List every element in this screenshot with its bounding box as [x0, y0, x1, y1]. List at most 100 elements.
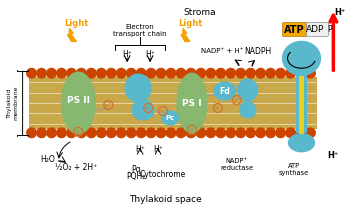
Circle shape	[276, 68, 285, 78]
Circle shape	[106, 68, 116, 78]
Text: e⁻: e⁻	[75, 130, 82, 135]
Ellipse shape	[125, 74, 151, 102]
Circle shape	[226, 128, 236, 138]
Text: NADP⁺
reductase: NADP⁺ reductase	[220, 158, 253, 171]
Ellipse shape	[238, 79, 258, 101]
Text: Light: Light	[178, 18, 202, 28]
Circle shape	[216, 68, 226, 78]
Circle shape	[27, 68, 36, 78]
Circle shape	[196, 68, 206, 78]
Text: H⁺: H⁺	[135, 145, 145, 154]
Polygon shape	[181, 29, 190, 41]
Circle shape	[246, 68, 256, 78]
Circle shape	[126, 68, 136, 78]
Text: Thylakoid space: Thylakoid space	[129, 195, 201, 204]
Polygon shape	[68, 29, 76, 41]
Circle shape	[77, 68, 86, 78]
Circle shape	[136, 128, 146, 138]
Text: Cytochrome: Cytochrome	[140, 170, 186, 179]
Text: ½O₂ + 2H⁺: ½O₂ + 2H⁺	[55, 163, 98, 172]
Text: PS II: PS II	[67, 96, 90, 105]
Text: ATP
synthase: ATP synthase	[278, 163, 309, 176]
Circle shape	[57, 128, 66, 138]
Bar	[299, 76, 304, 134]
Text: Stroma: Stroma	[184, 8, 216, 17]
Circle shape	[226, 68, 236, 78]
Ellipse shape	[288, 134, 314, 152]
Circle shape	[196, 128, 206, 138]
Text: PS I: PS I	[182, 98, 202, 108]
Circle shape	[77, 128, 86, 138]
Circle shape	[166, 128, 176, 138]
Ellipse shape	[162, 111, 178, 125]
Text: H⁺: H⁺	[145, 50, 155, 59]
Text: Thylakoid
membrane: Thylakoid membrane	[7, 86, 18, 120]
Circle shape	[66, 128, 76, 138]
Circle shape	[156, 68, 166, 78]
Circle shape	[66, 68, 76, 78]
Text: e⁻: e⁻	[233, 98, 240, 103]
Text: e⁻: e⁻	[188, 128, 196, 133]
Circle shape	[97, 68, 106, 78]
Circle shape	[306, 68, 315, 78]
Circle shape	[126, 128, 136, 138]
Circle shape	[97, 128, 106, 138]
Text: Pᴵ: Pᴵ	[327, 25, 334, 34]
Circle shape	[186, 68, 196, 78]
Circle shape	[86, 128, 96, 138]
Circle shape	[47, 128, 56, 138]
Text: Fd: Fd	[219, 87, 230, 96]
Ellipse shape	[240, 102, 256, 118]
Circle shape	[206, 128, 216, 138]
FancyBboxPatch shape	[282, 22, 307, 37]
Ellipse shape	[282, 41, 320, 75]
Circle shape	[117, 68, 126, 78]
Circle shape	[236, 68, 245, 78]
Circle shape	[236, 128, 245, 138]
Circle shape	[37, 68, 46, 78]
Circle shape	[136, 68, 146, 78]
Circle shape	[146, 128, 156, 138]
Circle shape	[156, 128, 166, 138]
Text: ATP: ATP	[284, 25, 305, 34]
Text: ADP: ADP	[306, 25, 325, 34]
Circle shape	[206, 68, 216, 78]
Circle shape	[296, 68, 305, 78]
Circle shape	[246, 128, 256, 138]
Circle shape	[117, 128, 126, 138]
Circle shape	[286, 128, 295, 138]
Circle shape	[176, 128, 186, 138]
Text: H⁺: H⁺	[153, 145, 163, 154]
Circle shape	[266, 68, 275, 78]
Text: H⁺: H⁺	[335, 8, 346, 17]
Circle shape	[276, 128, 285, 138]
Text: H⁺: H⁺	[328, 151, 339, 160]
Bar	[295, 73, 307, 133]
Circle shape	[47, 68, 56, 78]
Circle shape	[306, 128, 315, 138]
Circle shape	[27, 128, 36, 138]
Circle shape	[296, 128, 305, 138]
Circle shape	[266, 128, 275, 138]
Circle shape	[186, 128, 196, 138]
Circle shape	[286, 68, 295, 78]
Circle shape	[86, 68, 96, 78]
Circle shape	[106, 128, 116, 138]
Circle shape	[57, 68, 66, 78]
Ellipse shape	[214, 82, 236, 100]
Text: Pc: Pc	[166, 115, 175, 121]
Circle shape	[37, 128, 46, 138]
Text: e⁻: e⁻	[214, 106, 222, 111]
Text: NADP⁺ + H⁺: NADP⁺ + H⁺	[201, 48, 243, 54]
Text: Light: Light	[64, 18, 89, 28]
Text: e⁻: e⁻	[105, 103, 112, 108]
Ellipse shape	[177, 73, 207, 133]
Circle shape	[146, 68, 156, 78]
Circle shape	[256, 68, 265, 78]
Text: Pq: Pq	[131, 165, 141, 174]
Text: PQH₂: PQH₂	[126, 172, 146, 181]
Circle shape	[176, 68, 186, 78]
Ellipse shape	[62, 72, 95, 134]
Circle shape	[256, 128, 265, 138]
Text: Electron
transport chain: Electron transport chain	[113, 24, 167, 37]
